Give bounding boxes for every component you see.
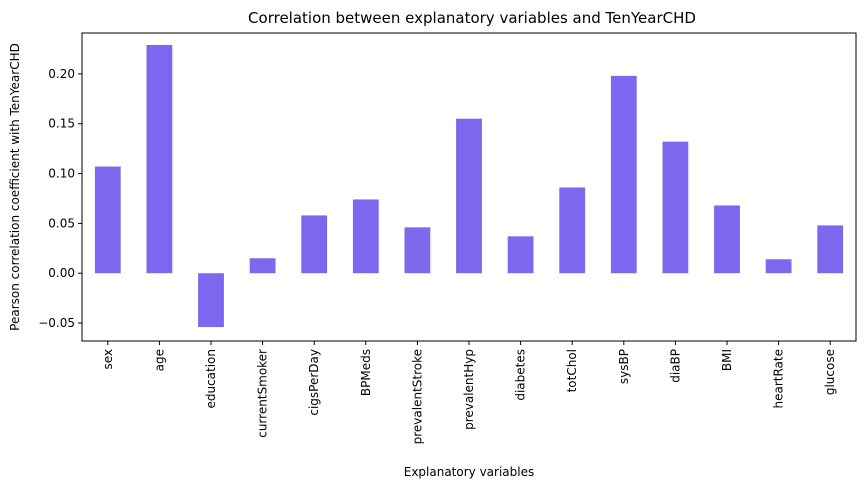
bar-currentSmoker [249, 258, 276, 274]
bar-prevalentStroke [404, 227, 431, 274]
y-axis: −0.05 0.00 0.05 0.10 0.15 0.20 [38, 67, 82, 330]
bar-sysBP [610, 75, 637, 274]
x-axis: sex age education currentSmoker cigsPerDay BP… [101, 341, 837, 444]
bar-cigsPerDay [301, 215, 328, 274]
x-tick-label-totChol: totChol [565, 349, 579, 392]
bar-glucose [817, 225, 844, 274]
plot-frame [81, 32, 857, 342]
bar-BPMeds [352, 199, 379, 274]
x-tick-label-diaBP: diaBP [668, 349, 682, 383]
bar-heartRate [765, 259, 792, 274]
x-tick-label-BMI: BMI [720, 349, 734, 371]
x-tick-label-sysBP: sysBP [617, 349, 631, 384]
y-tick-label: 0.05 [48, 216, 75, 230]
x-tick-label-diabetes: diabetes [514, 349, 528, 401]
x-tick-label-currentSmoker: currentSmoker [256, 349, 270, 438]
y-tick-label: 0.20 [48, 67, 75, 81]
x-tick-label-sex: sex [101, 349, 115, 370]
bar-diaBP [662, 141, 689, 274]
chart-title: Correlation between explanatory variable… [248, 9, 696, 27]
bar-age [146, 44, 173, 274]
bar-prevalentHyp [456, 118, 482, 274]
x-axis-label: Explanatory variables [404, 465, 535, 479]
x-tick-label-cigsPerDay: cigsPerDay [307, 349, 321, 416]
y-tick-label: 0.10 [48, 167, 75, 181]
x-tick-label-prevalentStroke: prevalentStroke [410, 349, 424, 444]
x-tick-label-education: education [204, 349, 218, 409]
bar-sex [94, 166, 121, 274]
y-tick-label: −0.05 [38, 316, 75, 330]
y-axis-label: Pearson correlation coefficient with Ten… [8, 43, 22, 331]
y-tick-label: 0.15 [48, 117, 75, 131]
x-tick-label-BPMeds: BPMeds [359, 349, 373, 396]
bar-diabetes [507, 236, 534, 274]
x-tick-label-prevalentHyp: prevalentHyp [462, 349, 476, 430]
bars-layer [94, 44, 844, 328]
bar-education [198, 273, 224, 328]
bar-totChol [559, 187, 586, 274]
x-tick-label-age: age [152, 349, 166, 371]
y-tick-label: 0.00 [48, 266, 75, 280]
x-tick-label-glucose: glucose [823, 349, 837, 395]
x-tick-label-heartRate: heartRate [772, 349, 786, 409]
bar-BMI [714, 205, 740, 274]
